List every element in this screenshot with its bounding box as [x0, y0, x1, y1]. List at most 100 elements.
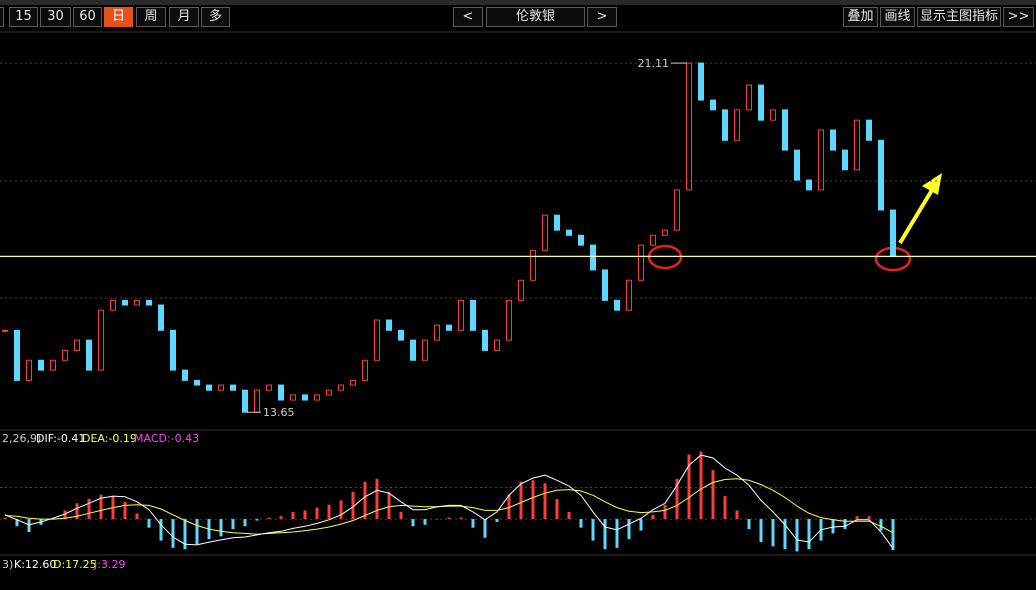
macd-bar — [615, 519, 619, 548]
candle — [650, 234, 656, 246]
macd-bar — [195, 519, 199, 545]
macd-bar — [483, 519, 487, 538]
period-button[interactable]: 月 — [169, 7, 199, 27]
candle — [14, 329, 20, 381]
candle — [302, 394, 308, 401]
candle — [134, 299, 140, 306]
macd-bar — [627, 519, 631, 540]
candle — [110, 299, 116, 311]
macd-bar — [27, 519, 31, 532]
macd-bar — [159, 519, 163, 541]
candle — [350, 379, 356, 386]
dif-line — [4, 454, 894, 549]
candle — [638, 244, 644, 281]
candle — [230, 384, 236, 391]
macd-bar — [171, 519, 175, 548]
indicator-param: 3) — [2, 558, 13, 571]
macd-bar — [411, 519, 415, 527]
candle — [158, 304, 164, 331]
action-button[interactable]: 叠加 — [843, 7, 878, 27]
period-button[interactable]: 30 — [40, 7, 71, 27]
period-button[interactable]: 日 — [104, 7, 133, 27]
candle — [806, 179, 812, 191]
candle — [374, 319, 380, 361]
macd-bar — [711, 470, 715, 520]
macd-bar — [867, 516, 871, 520]
macd-bar — [339, 500, 343, 520]
candle — [722, 109, 728, 141]
next-button[interactable]: > — [587, 7, 617, 27]
macd-bar — [435, 519, 439, 520]
macd-bar — [783, 519, 787, 550]
macd-bar — [543, 483, 547, 520]
macd-bar — [375, 478, 379, 520]
macd-bar — [759, 519, 763, 543]
candle — [218, 384, 224, 391]
candle — [38, 359, 44, 371]
macd-bar — [567, 511, 571, 520]
candle — [782, 109, 788, 151]
candle — [338, 384, 344, 391]
prev-button[interactable]: < — [453, 7, 483, 27]
candle — [710, 99, 716, 111]
candle — [314, 394, 320, 401]
candle — [662, 229, 668, 236]
scroll-button[interactable] — [0, 7, 4, 27]
action-button[interactable]: 显示主图指标 — [917, 7, 1001, 27]
j-label: J:3.29 — [93, 558, 125, 571]
candle — [74, 339, 80, 351]
candle — [578, 234, 584, 246]
d-label: D:17.25 — [53, 558, 97, 571]
candle — [362, 359, 368, 381]
macd-bar — [843, 519, 847, 530]
candle — [290, 394, 296, 401]
candle — [746, 84, 752, 111]
macd-bar — [807, 519, 811, 550]
candle — [482, 329, 488, 351]
tab-strip — [0, 0, 1036, 5]
dif-label: DIF:-0.41 — [36, 432, 85, 445]
macd-bar — [879, 519, 883, 531]
macd-bar — [99, 494, 103, 520]
candle — [206, 384, 212, 391]
candle — [278, 384, 284, 401]
macd-bar — [795, 519, 799, 552]
macd-bar — [687, 454, 691, 520]
candle — [398, 329, 404, 341]
action-button[interactable]: 画线 — [880, 7, 915, 27]
macd-bar — [363, 481, 367, 520]
period-button[interactable]: 多 — [201, 7, 230, 27]
macd-bar — [219, 519, 223, 537]
macd-bar — [399, 511, 403, 520]
macd-bar — [255, 519, 259, 521]
candle — [518, 279, 524, 301]
macd-bar — [15, 519, 19, 527]
macd-bar — [87, 498, 91, 520]
macd-bar — [471, 519, 475, 528]
candle — [830, 129, 836, 151]
macd-bar — [519, 481, 523, 520]
candle — [818, 129, 824, 191]
indicator-param: 2,26,9) — [2, 432, 41, 445]
candle — [734, 109, 740, 141]
candle — [530, 249, 536, 281]
macd-bar — [663, 504, 667, 520]
macd-bar — [327, 504, 331, 520]
candle — [242, 389, 248, 413]
macd-bar — [831, 519, 835, 534]
symbol-button[interactable]: 伦敦银 — [486, 7, 585, 27]
period-button[interactable]: 周 — [136, 7, 166, 27]
dea-label: DEA:-0.19 — [82, 432, 137, 445]
candle — [254, 389, 260, 413]
candle — [50, 359, 56, 371]
action-button[interactable]: >> — [1003, 7, 1034, 27]
macd-bar — [267, 517, 271, 520]
period-button[interactable]: 15 — [9, 7, 38, 27]
period-button[interactable]: 60 — [73, 7, 102, 27]
candle — [602, 269, 608, 301]
macd-bar — [135, 513, 139, 520]
candle — [386, 319, 392, 331]
candle — [626, 279, 632, 311]
candle — [458, 299, 464, 331]
